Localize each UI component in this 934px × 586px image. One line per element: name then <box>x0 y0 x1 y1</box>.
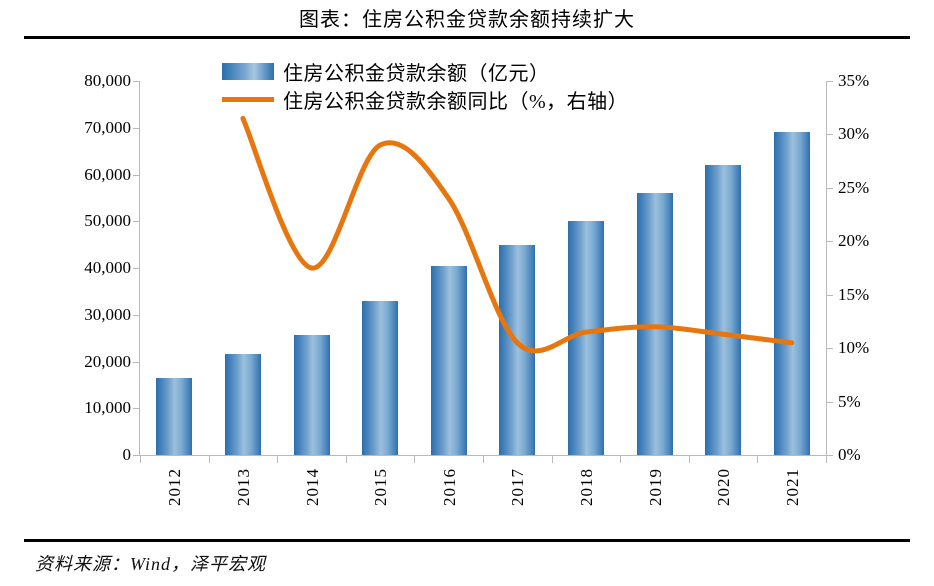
x-axis-tick-label: 2017 <box>508 468 528 506</box>
left-axis-tick <box>133 314 139 316</box>
left-axis-tick <box>133 81 139 82</box>
x-axis-tick-label: 2016 <box>439 468 459 506</box>
right-axis-tick <box>827 401 833 403</box>
source-note: 资料来源：Wind，泽平宏观 <box>35 554 267 574</box>
right-axis-tick-label: 20% <box>838 231 870 251</box>
right-axis-tick <box>827 134 833 136</box>
right-axis-tick-label: 0% <box>838 445 861 464</box>
x-axis-tick <box>140 456 141 463</box>
right-axis-tick <box>827 455 833 456</box>
top-divider <box>24 36 910 39</box>
x-axis-tick-label: 2014 <box>302 468 322 506</box>
legend-item-bar: 住房公积金贷款余额（亿元） <box>222 57 628 85</box>
x-axis-tick <box>483 456 484 463</box>
x-axis-tick-label: 2020 <box>714 468 734 506</box>
x-axis-tick <box>757 456 759 463</box>
bar-2015[interactable] <box>362 300 399 455</box>
left-axis-tick-label: 0 <box>122 445 132 464</box>
x-axis-tick-label: 2019 <box>645 468 665 506</box>
right-axis-tick <box>827 348 833 350</box>
bottom-divider <box>24 539 910 542</box>
left-axis-tick-label: 40,000 <box>84 258 131 277</box>
right-axis-tick <box>827 187 833 189</box>
left-axis-line <box>139 81 140 456</box>
legend-line-swatch-icon <box>222 96 274 102</box>
bottom-axis-line <box>139 455 827 456</box>
x-axis-tick <box>414 456 416 463</box>
x-axis-tick <box>620 456 622 463</box>
bar-2012[interactable] <box>156 377 193 455</box>
line-series <box>240 115 795 354</box>
left-axis-labels: 0 10,000 20,000 30,000 40,000 50,000 60,000 70,… <box>27 40 131 500</box>
right-axis-tick <box>827 81 833 82</box>
right-axis-line <box>826 81 827 456</box>
right-axis-tick <box>827 241 833 243</box>
legend-item-line: 住房公积金贷款余额同比（%，右轴） <box>222 85 628 113</box>
x-axis-tick-label: 2018 <box>576 468 596 506</box>
legend-item-label: 住房公积金贷款余额同比（%，右轴） <box>283 90 629 113</box>
left-axis-tick-label: 70,000 <box>84 117 131 137</box>
bar-2019[interactable] <box>636 193 673 455</box>
left-axis-tick-label: 10,000 <box>84 398 131 418</box>
x-axis-tick <box>826 456 827 463</box>
chart-legend: 住房公积金贷款余额（亿元） 住房公积金贷款余额同比（%，右轴） <box>222 57 628 113</box>
left-axis-tick-label: 60,000 <box>84 164 131 184</box>
x-axis-tick-label: 2015 <box>371 468 391 506</box>
x-axis-tick-label: 2013 <box>233 468 253 506</box>
right-axis-tick-label: 25% <box>838 177 870 197</box>
left-axis-tick-label: 30,000 <box>84 304 131 324</box>
x-axis-tick <box>688 456 690 463</box>
left-axis-tick-label: 20,000 <box>84 351 131 371</box>
x-axis-tick-label: 2021 <box>782 468 802 506</box>
left-axis-tick <box>133 174 139 176</box>
chart-canvas: 住房公积金贷款余额（亿元） 住房公积金贷款余额同比（%，右轴） 0 10,000 2… <box>0 40 934 535</box>
legend-item-label: 住房公积金贷款余额（亿元） <box>283 62 550 85</box>
x-axis-tick <box>277 456 279 463</box>
x-axis-tick <box>345 456 347 463</box>
right-axis-tick-label: 30% <box>838 124 870 144</box>
left-axis-tick <box>133 221 139 223</box>
left-axis-tick-label: 80,000 <box>84 71 131 90</box>
left-axis-tick <box>133 455 139 456</box>
page-title: 图表：住房公积金贷款余额持续扩大 <box>299 9 635 31</box>
left-axis-tick <box>133 408 139 410</box>
bar-2014[interactable] <box>293 335 330 455</box>
yoy-line-path[interactable] <box>240 115 795 354</box>
right-axis-tick-label: 10% <box>838 338 870 358</box>
x-axis-tick <box>208 456 210 463</box>
legend-bar-swatch-icon <box>222 62 274 80</box>
right-axis-labels: 0% 5% 10% 15% 20% 25% 30% 35% <box>838 40 918 500</box>
x-axis-tick <box>551 456 553 463</box>
left-axis-tick <box>133 127 139 129</box>
right-axis-tick-label: 15% <box>838 284 870 304</box>
right-axis-tick <box>827 294 833 296</box>
bar-2013[interactable] <box>224 353 261 455</box>
bar-2021[interactable] <box>773 132 810 455</box>
bar-2016[interactable] <box>430 266 467 455</box>
left-axis-tick <box>133 268 139 269</box>
left-axis-tick-label: 50,000 <box>84 211 131 231</box>
right-axis-tick-label: 5% <box>838 391 861 411</box>
left-axis-tick <box>133 361 139 363</box>
right-axis-tick-label: 35% <box>838 71 870 90</box>
bar-2020[interactable] <box>705 165 742 455</box>
x-axis-tick-label: 2012 <box>165 468 185 506</box>
